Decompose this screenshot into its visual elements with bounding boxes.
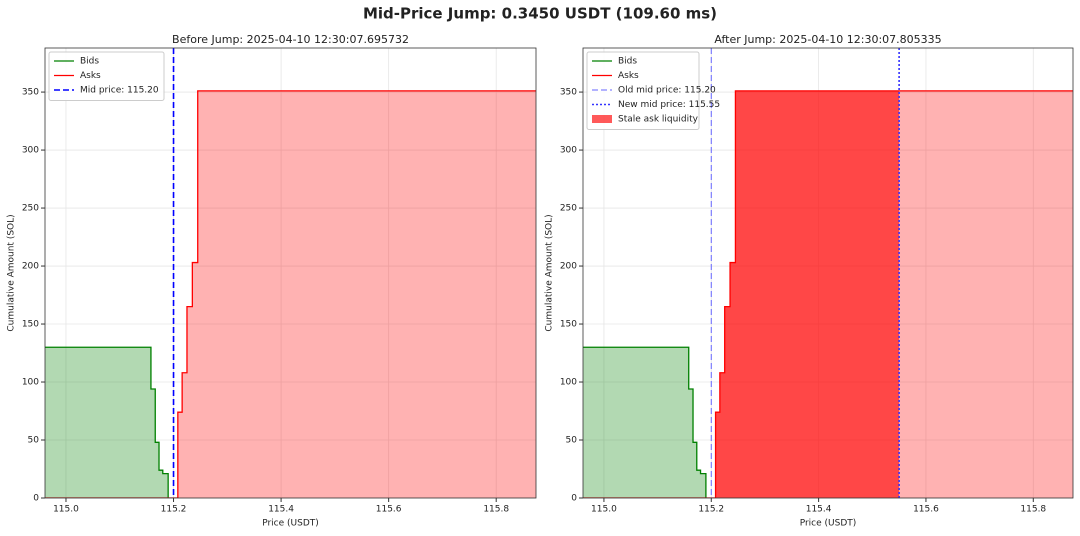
plot-area [45,48,536,498]
axes-frame [582,47,1074,499]
y-tick-label: 250 [22,204,39,214]
y-tick-label: 100 [22,378,39,388]
legend-label: Asks [80,71,101,81]
y-tick-label: 100 [560,378,577,388]
y-tick-label: 50 [566,436,578,446]
area [583,347,706,498]
area [45,90,536,498]
y-tick-label: 0 [33,494,39,504]
y-tick-label: 150 [22,320,39,330]
figure-title: Mid-Price Jump: 0.3450 USDT (109.60 ms) [363,5,717,23]
legend-box [48,51,165,101]
y-axis-label: Cumulative Amount (SOL) [545,214,555,331]
x-tick-label: 115.6 [376,505,402,515]
x-axis-label: Price (USDT) [800,519,857,529]
y-tick-label: 200 [560,262,577,272]
x-axis-label: Price (USDT) [262,519,319,529]
area [45,347,169,498]
legend-label: Bids [80,57,99,67]
legend-label: Bids [618,57,637,67]
step-line [583,346,707,498]
y-tick-label: 50 [28,436,40,446]
subplot: Before Jump: 2025-04-10 12:30:07.695732 P… [7,33,537,529]
step-line [45,346,169,498]
x-tick-label: 115.0 [53,505,79,515]
axes-frame [44,47,537,499]
shaded-region [711,90,900,498]
x-tick-label: 115.0 [591,505,617,515]
y-tick-label: 0 [571,494,577,504]
y-tick-label: 350 [560,88,577,98]
legend: Bids Asks Old mid price: 115.20 New mid pri… [586,51,720,130]
subplot: After Jump: 2025-04-10 12:30:07.805335 Pr… [545,33,1074,529]
y-tick-label: 350 [22,88,39,98]
y-tick-label: 300 [560,146,577,156]
x-tick-label: 115.2 [161,505,187,515]
y-tick-label: 150 [560,320,577,330]
legend-label: Asks [618,71,639,81]
x-tick-label: 115.2 [698,505,724,515]
legend-label: Stale ask liquidity [618,115,699,125]
legend-label: Old mid price: 115.20 [618,86,716,96]
y-tick-label: 250 [560,204,577,214]
x-tick-label: 115.4 [806,505,832,515]
y-tick-label: 300 [22,146,39,156]
legend-label: Mid price: 115.20 [80,86,159,96]
legend-swatch [592,115,612,123]
legend: Bids Asks Mid price: 115.20 [48,51,165,101]
x-tick-label: 115.8 [1020,505,1046,515]
legend-label: New mid price: 115.55 [618,100,720,110]
x-tick-label: 115.6 [913,505,939,515]
subplot-title: Before Jump: 2025-04-10 12:30:07.695732 [172,33,409,46]
y-axis-label: Cumulative Amount (SOL) [7,214,17,331]
legend-box [586,51,700,130]
plot-area [583,48,1073,498]
step-line [45,90,536,498]
y-tick-label: 200 [22,262,39,272]
x-tick-label: 115.4 [268,505,294,515]
subplot-title: After Jump: 2025-04-10 12:30:07.805335 [714,33,941,46]
x-tick-label: 115.8 [483,505,509,515]
